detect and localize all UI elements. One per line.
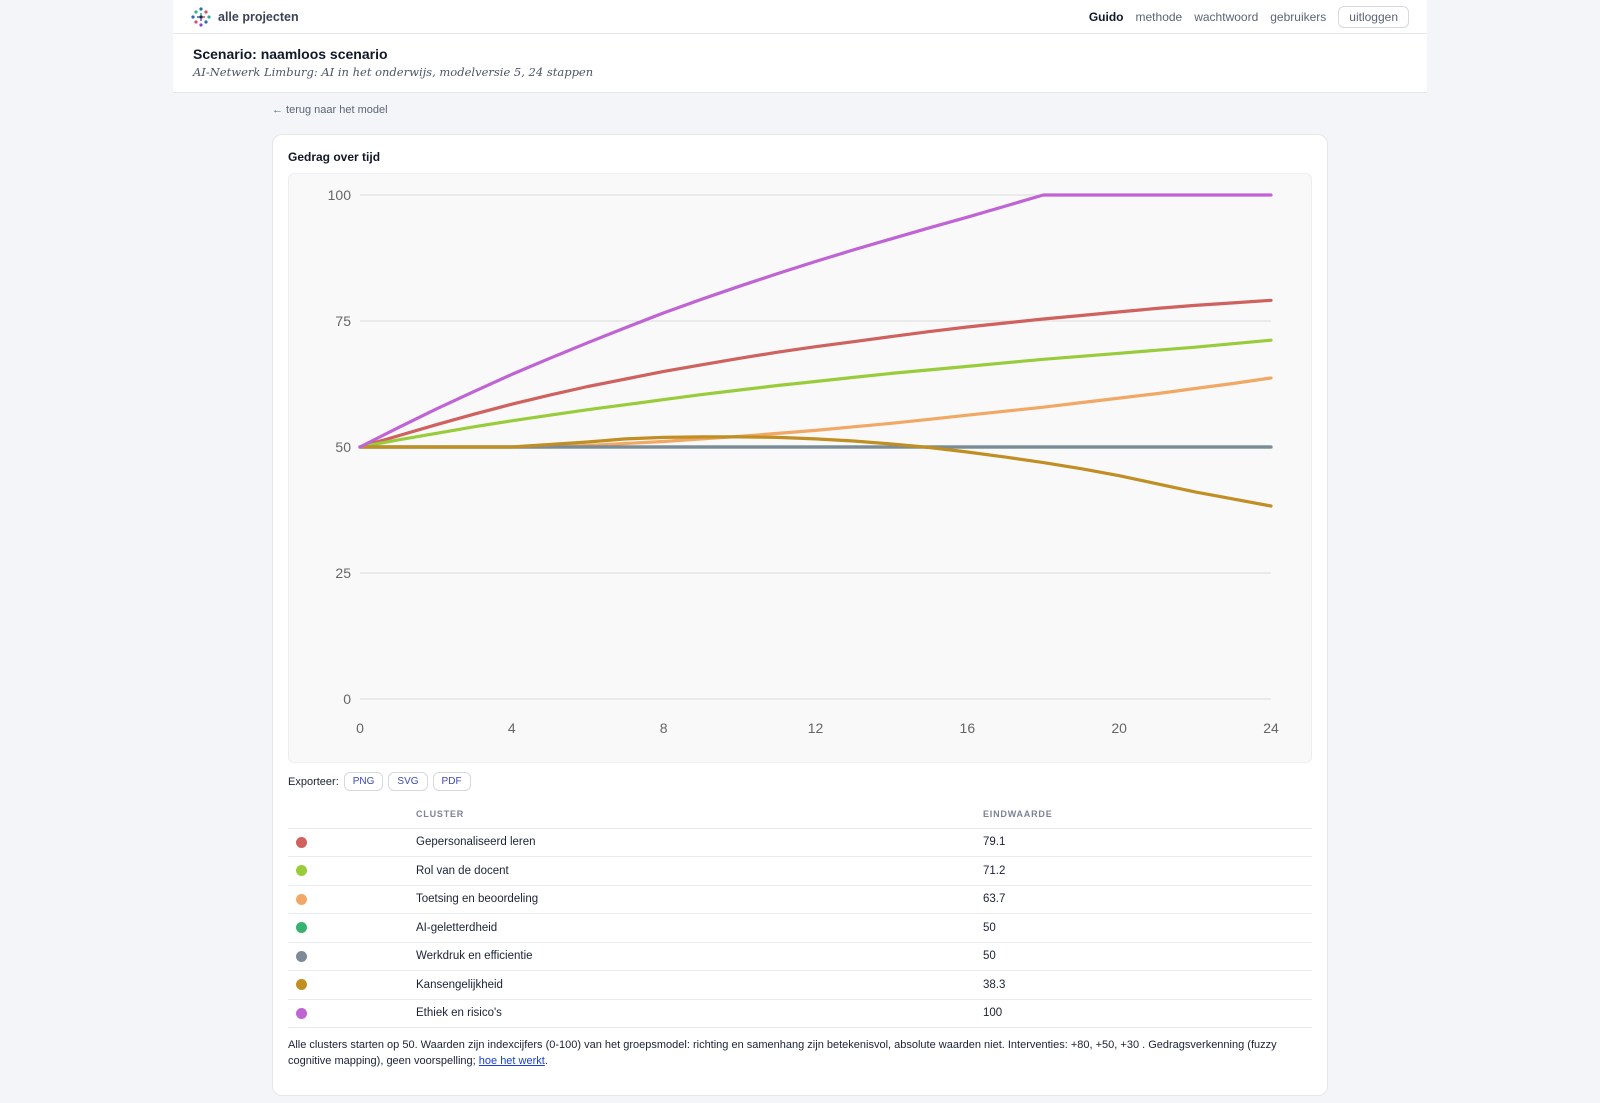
color-header	[288, 800, 416, 829]
card-title: Gedrag over tijd	[288, 150, 381, 164]
line-chart-svg: 0 25 50 75 100 0 4 8 12 16 20 24	[328, 187, 1279, 736]
cluster-name: Rol van de docent	[416, 856, 983, 886]
cluster-name: Toetsing en beoordeling	[416, 885, 983, 914]
series-color-dot	[296, 893, 307, 905]
cluster-value: 50	[983, 913, 1312, 943]
export-bar: Exporteer: PNG SVG PDF	[288, 772, 471, 791]
cluster-value: 100	[983, 999, 1312, 1028]
nav-methode[interactable]: methode	[1135, 9, 1183, 24]
series-color-dot	[296, 922, 307, 934]
page-title: Scenario: naamloos scenario	[193, 46, 388, 62]
table-row: Rol van de docent 71.2	[288, 856, 1312, 886]
series-color-dot	[296, 865, 307, 877]
series-color-dot	[296, 979, 307, 991]
cluster-name: AI-geletterdheid	[416, 913, 983, 943]
cluster-name: Ethiek en risico's	[416, 999, 983, 1028]
note-text: Alle clusters starten op 50. Waarden zij…	[288, 1039, 1277, 1067]
logout-button[interactable]: uitloggen	[1338, 5, 1409, 28]
series-line	[358, 338, 1273, 449]
header-divider	[173, 92, 1427, 93]
cluster-value: 63.7	[983, 885, 1312, 914]
series-line	[358, 376, 1273, 449]
table-header-row: CLUSTER EINDWAARDE	[288, 800, 1312, 829]
series-color-dot	[296, 1007, 307, 1019]
export-pdf-button[interactable]: PDF	[432, 772, 471, 791]
how-it-works-link[interactable]: hoe het werkt	[478, 1054, 545, 1067]
x-tick-label: 8	[660, 720, 668, 736]
x-tick-label: 12	[808, 720, 824, 736]
x-tick-label: 16	[960, 720, 976, 736]
network-logo-icon	[191, 6, 211, 27]
export-label: Exporteer:	[288, 775, 339, 788]
y-tick-label: 0	[343, 691, 351, 707]
page-subtitle: AI-Netwerk Limburg: AI in het onderwijs,…	[193, 65, 594, 79]
y-tick-label: 50	[335, 439, 351, 455]
table-row: Werkdruk en efficientie 50	[288, 942, 1312, 971]
cluster-table: CLUSTER EINDWAARDE Gepersonaliseerd lere…	[288, 800, 1312, 1028]
table-row: Kansengelijkheid 38.3	[288, 970, 1312, 1000]
x-tick-label: 4	[508, 720, 516, 736]
nav-wachtwoord[interactable]: wachtwoord	[1194, 9, 1259, 24]
back-to-model-link[interactable]: ← terug naar het model	[272, 104, 388, 116]
cluster-value: 50	[983, 942, 1312, 971]
brand-link[interactable]: alle projecten	[190, 6, 299, 28]
value-header: EINDWAARDE	[983, 800, 1312, 829]
page-header: Scenario: naamloos scenario AI-Netwerk L…	[173, 34, 1427, 79]
x-tick-label: 24	[1263, 720, 1279, 736]
table-row: Gepersonaliseerd leren 79.1	[288, 828, 1312, 857]
nav-user[interactable]: Guido	[1088, 9, 1124, 24]
note-end: .	[544, 1054, 548, 1067]
main-nav: Guido methode wachtwoord gebruikers uitl…	[1088, 5, 1409, 28]
cluster-name: Kansengelijkheid	[416, 970, 983, 1000]
table-row: AI-geletterdheid 50	[288, 913, 1312, 943]
series-line	[358, 435, 1273, 508]
y-tick-label: 75	[335, 313, 351, 329]
table-row: Toetsing en beoordeling 63.7	[288, 885, 1312, 914]
line-chart: 0 25 50 75 100 0 4 8 12 16 20 24	[288, 173, 1312, 763]
y-tick-label: 100	[328, 187, 352, 203]
y-tick-label: 25	[335, 565, 351, 581]
cluster-name: Gepersonaliseerd leren	[416, 828, 983, 857]
cluster-header: CLUSTER	[416, 800, 983, 829]
cluster-value: 79.1	[983, 828, 1312, 857]
export-svg-button[interactable]: SVG	[388, 772, 428, 791]
x-tick-label: 0	[356, 720, 364, 736]
series-color-dot	[296, 950, 307, 962]
brand-label: alle projecten	[218, 9, 299, 24]
x-tick-label: 20	[1111, 720, 1127, 736]
export-png-button[interactable]: PNG	[343, 772, 384, 791]
cluster-value: 38.3	[983, 970, 1312, 1000]
top-shell: alle projecten Guido methode wachtwoord …	[173, 0, 1427, 93]
cluster-value: 71.2	[983, 856, 1312, 886]
series-color-dot	[296, 836, 307, 848]
series-line	[358, 298, 1273, 449]
topbar: alle projecten Guido methode wachtwoord …	[173, 0, 1427, 34]
table-row: Ethiek en risico's 100	[288, 999, 1312, 1028]
cluster-name: Werkdruk en efficientie	[416, 942, 983, 971]
behaviour-card: Gedrag over tijd 0 25 50 75 100 0 4 8 12 16 20 24 E…	[272, 134, 1328, 1096]
method-note: Alle clusters starten op 50. Waarden zij…	[288, 1038, 1308, 1069]
nav-gebruikers[interactable]: gebruikers	[1270, 9, 1327, 24]
series-line	[358, 193, 1273, 449]
